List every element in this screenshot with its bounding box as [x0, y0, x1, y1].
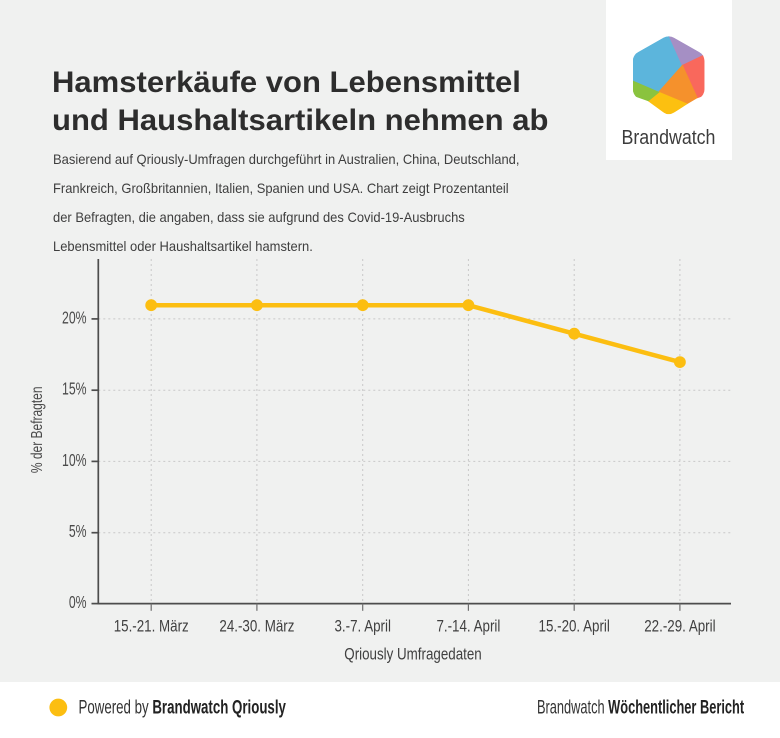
svg-text:Qriously Umfragedaten: Qriously Umfragedaten — [344, 645, 481, 664]
svg-text:Powered by Brandwatch Qriously: Powered by Brandwatch Qriously — [79, 697, 287, 718]
svg-text:% der Befragten: % der Befragten — [27, 386, 45, 473]
svg-text:3.-7. April: 3.-7. April — [334, 617, 390, 636]
svg-text:15.-20. April: 15.-20. April — [539, 617, 610, 636]
svg-text:22.-29. April: 22.-29. April — [644, 617, 715, 636]
svg-text:20%: 20% — [62, 308, 87, 328]
svg-text:Brandwatch Wöchentlicher Beric: Brandwatch Wöchentlicher Bericht — [537, 697, 745, 718]
svg-text:15.-21. März: 15.-21. März — [114, 617, 189, 636]
svg-text:15%: 15% — [62, 379, 87, 399]
svg-text:Brandwatch: Brandwatch — [622, 127, 716, 149]
svg-text:10%: 10% — [62, 451, 87, 471]
svg-text:5%: 5% — [69, 522, 87, 542]
svg-text:7.-14. April: 7.-14. April — [436, 617, 500, 636]
svg-text:24.-30. März: 24.-30. März — [219, 617, 294, 636]
svg-text:0%: 0% — [69, 593, 87, 613]
